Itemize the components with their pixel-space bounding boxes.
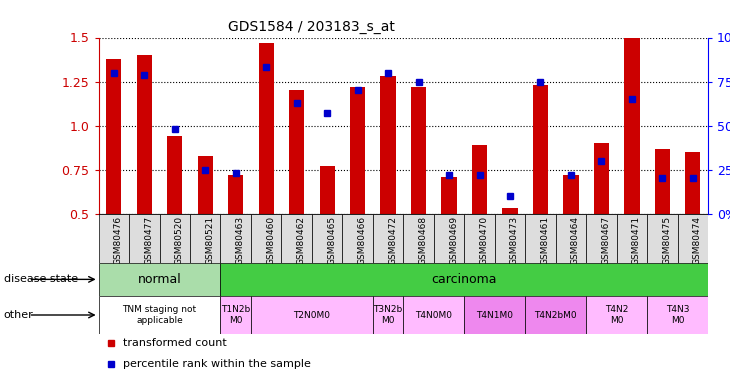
Bar [320,166,335,214]
Text: carcinoma: carcinoma [431,273,497,286]
Text: GSM80464: GSM80464 [571,216,580,265]
Text: GSM80466: GSM80466 [358,216,366,265]
Text: T4N0M0: T4N0M0 [415,310,453,320]
Text: GSM80476: GSM80476 [114,216,123,265]
Text: T4N3
M0: T4N3 M0 [666,305,689,325]
Text: GSM80469: GSM80469 [449,216,458,265]
Text: other: other [4,310,34,320]
FancyBboxPatch shape [220,262,708,296]
Text: transformed count: transformed count [123,338,227,348]
Bar [533,85,548,214]
FancyBboxPatch shape [617,214,647,262]
Text: GSM80474: GSM80474 [693,216,702,265]
FancyBboxPatch shape [373,296,403,334]
FancyBboxPatch shape [373,214,403,262]
Bar [472,145,487,214]
Text: T1N2b
M0: T1N2b M0 [221,305,250,325]
FancyBboxPatch shape [251,214,282,262]
Text: GSM80468: GSM80468 [418,216,428,265]
FancyBboxPatch shape [464,214,495,262]
Text: TNM staging not
applicable: TNM staging not applicable [123,305,196,325]
Text: GSM80475: GSM80475 [662,216,672,265]
Text: GSM80463: GSM80463 [236,216,245,265]
FancyBboxPatch shape [526,214,556,262]
FancyBboxPatch shape [251,296,373,334]
Text: GSM80470: GSM80470 [480,216,488,265]
Text: GSM80521: GSM80521 [205,216,214,265]
Text: T2N0M0: T2N0M0 [293,310,331,320]
FancyBboxPatch shape [282,214,312,262]
Text: GSM80477: GSM80477 [145,216,153,265]
FancyBboxPatch shape [556,214,586,262]
Bar [380,76,396,214]
Bar [167,136,182,214]
Bar [593,143,609,214]
FancyBboxPatch shape [99,262,220,296]
Bar [106,58,121,214]
Bar [564,175,579,214]
Bar [502,209,518,214]
Bar [198,156,213,214]
Bar [137,55,152,214]
FancyBboxPatch shape [434,214,464,262]
Text: T3N2b
M0: T3N2b M0 [374,305,403,325]
Text: disease state: disease state [4,274,78,284]
Bar [258,43,274,214]
Text: T4N2bM0: T4N2bM0 [534,310,577,320]
Text: GSM80472: GSM80472 [388,216,397,265]
Text: GSM80520: GSM80520 [174,216,184,265]
Bar [228,175,243,214]
Text: T4N2
M0: T4N2 M0 [605,305,629,325]
FancyBboxPatch shape [526,296,586,334]
Bar [685,152,701,214]
Text: GSM80473: GSM80473 [510,216,519,265]
Text: GSM80471: GSM80471 [632,216,641,265]
Bar [350,87,365,214]
Bar [442,177,457,214]
Text: GSM80467: GSM80467 [602,216,610,265]
FancyBboxPatch shape [464,296,526,334]
Text: T4N1M0: T4N1M0 [476,310,513,320]
FancyBboxPatch shape [220,296,251,334]
FancyBboxPatch shape [99,214,129,262]
FancyBboxPatch shape [586,296,647,334]
FancyBboxPatch shape [495,214,526,262]
Bar [289,90,304,214]
Bar [655,148,670,214]
FancyBboxPatch shape [220,214,251,262]
Text: GSM80461: GSM80461 [540,216,550,265]
Text: GSM80460: GSM80460 [266,216,275,265]
FancyBboxPatch shape [647,214,677,262]
FancyBboxPatch shape [677,214,708,262]
FancyBboxPatch shape [403,296,464,334]
FancyBboxPatch shape [99,296,220,334]
Bar [411,87,426,214]
FancyBboxPatch shape [129,214,159,262]
FancyBboxPatch shape [647,296,708,334]
Text: GSM80465: GSM80465 [327,216,336,265]
Bar [624,15,639,214]
FancyBboxPatch shape [190,214,220,262]
FancyBboxPatch shape [342,214,373,262]
Text: GDS1584 / 203183_s_at: GDS1584 / 203183_s_at [228,20,396,34]
FancyBboxPatch shape [586,214,617,262]
FancyBboxPatch shape [312,214,342,262]
Text: GSM80462: GSM80462 [296,216,306,265]
Text: percentile rank within the sample: percentile rank within the sample [123,359,311,369]
Text: normal: normal [138,273,181,286]
FancyBboxPatch shape [159,214,190,262]
FancyBboxPatch shape [403,214,434,262]
